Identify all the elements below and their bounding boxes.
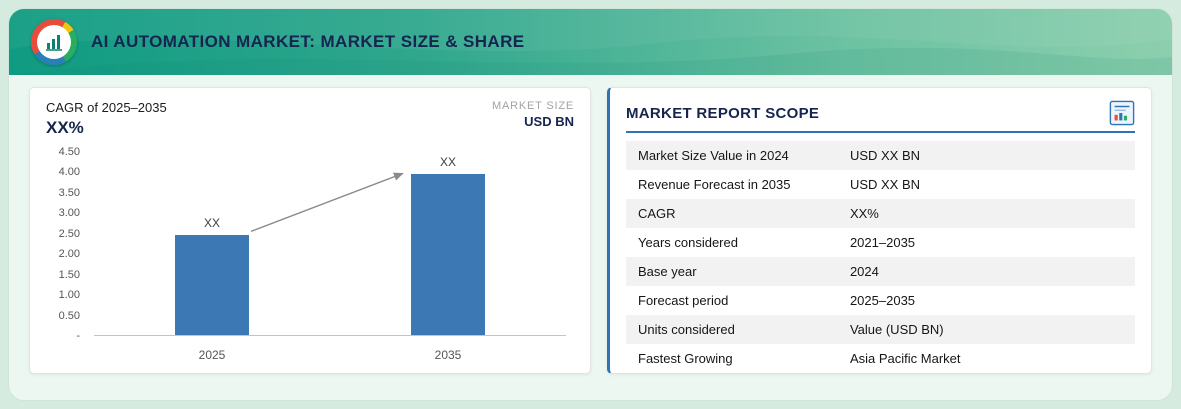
y-tick-label: 3.00: [58, 207, 80, 220]
row-value: 2024: [849, 264, 879, 279]
y-tick-label: 3.50: [58, 186, 80, 199]
y-tick-label: 1.00: [58, 289, 80, 302]
row-label: Units considered: [638, 322, 735, 337]
row-value: Value (USD BN): [849, 322, 944, 337]
table-row: Base year 2024: [626, 257, 1135, 286]
growth-arrow-icon: [250, 172, 404, 233]
y-tick-label: -: [76, 330, 80, 342]
y-tick-label: 1.50: [58, 268, 80, 281]
market-size-block: MARKET SIZE USD BN: [492, 100, 574, 129]
scope-title: MARKET REPORT SCOPE: [626, 104, 820, 122]
scope-table: Market Size Value in 2024 USD XX BN Revenu…: [626, 141, 1135, 373]
table-row: Years considered 2021–2035: [626, 228, 1135, 257]
infographic-frame: AI AUTOMATION MARKET: MARKET SIZE & SHAR…: [8, 8, 1173, 401]
row-label: CAGR: [638, 206, 676, 221]
cagr-block: CAGR of 2025–2035 XX%: [46, 100, 167, 138]
x-tick-label: 2035: [434, 348, 462, 362]
row-label: Forecast period: [638, 293, 729, 308]
bar-value-label: XX: [439, 155, 457, 170]
scope-header: MARKET REPORT SCOPE: [626, 100, 1135, 133]
bar-value-label: XX: [203, 216, 221, 231]
market-size-label: MARKET SIZE: [492, 100, 574, 112]
logo-bar-chart-icon: [37, 25, 71, 59]
row-value: XX%: [849, 206, 879, 221]
row-label: Years considered: [638, 235, 738, 250]
y-tick-label: 4.50: [58, 146, 80, 158]
table-row: Forecast period 2025–2035: [626, 286, 1135, 315]
plot-area: XX XX: [94, 152, 566, 336]
table-row: Fastest Growing Asia Pacific Market: [626, 344, 1135, 373]
report-icon: [1109, 100, 1135, 126]
row-value: Asia Pacific Market: [849, 351, 961, 366]
x-axis-labels: 2025 2035: [94, 342, 566, 362]
page-title: AI AUTOMATION MARKET: MARKET SIZE & SHAR…: [91, 32, 525, 51]
bar-2035: [411, 174, 485, 335]
table-row: Revenue Forecast in 2035 USD XX BN: [626, 170, 1135, 199]
cagr-value: XX%: [46, 118, 84, 137]
y-tick-label: 2.50: [58, 227, 80, 240]
row-label: Market Size Value in 2024: [638, 148, 789, 163]
x-tick-label: 2025: [198, 348, 226, 362]
row-value: USD XX BN: [849, 177, 921, 192]
table-row: Units considered Value (USD BN): [626, 315, 1135, 344]
row-value: USD XX BN: [849, 148, 921, 163]
table-row: Market Size Value in 2024 USD XX BN: [626, 141, 1135, 170]
y-axis: 4.50 4.00 3.50 3.00 2.50 2.00 1.50 1.00 0.50 -: [46, 146, 88, 342]
row-label: Base year: [638, 264, 697, 279]
market-size-unit: USD BN: [524, 114, 574, 129]
y-tick-label: 4.00: [58, 166, 80, 179]
logo-icon: [31, 19, 77, 65]
row-value: 2025–2035: [849, 293, 916, 308]
table-row: CAGR XX%: [626, 199, 1135, 228]
bar-2025: [175, 235, 249, 335]
row-label: Revenue Forecast in 2035: [638, 177, 791, 192]
market-size-chart-card: CAGR of 2025–2035 XX% MARKET SIZE USD BN…: [29, 87, 591, 374]
row-value: 2021–2035: [849, 235, 916, 250]
report-scope-card: MARKET REPORT SCOPE Market Size Value in…: [607, 87, 1152, 374]
header-bar: AI AUTOMATION MARKET: MARKET SIZE & SHAR…: [9, 9, 1172, 75]
y-tick-label: 2.00: [58, 248, 80, 261]
chart-header: CAGR of 2025–2035 XX% MARKET SIZE USD BN: [46, 100, 574, 138]
y-tick-label: 0.50: [58, 309, 80, 322]
cagr-label: CAGR of 2025–2035: [46, 100, 167, 115]
content-row: CAGR of 2025–2035 XX% MARKET SIZE USD BN…: [9, 75, 1172, 400]
row-label: Fastest Growing: [638, 351, 733, 366]
bar-chart: 4.50 4.00 3.50 3.00 2.50 2.00 1.50 1.00 0.50 - XX…: [46, 142, 574, 362]
